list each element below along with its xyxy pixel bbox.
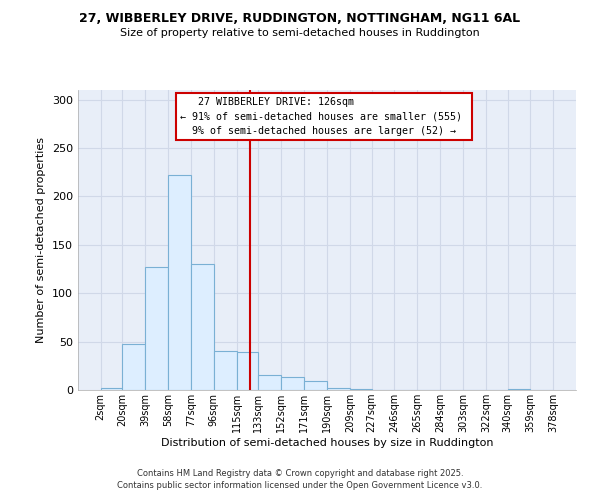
Bar (281, 378, 304, 390)
Text: Contains HM Land Registry data © Crown copyright and database right 2025.: Contains HM Land Registry data © Crown c… (137, 468, 463, 477)
Bar (304, 382, 327, 390)
Bar (122, 344, 145, 390)
Bar (508, 389, 530, 390)
Bar (168, 175, 191, 390)
Bar (191, 264, 214, 390)
Bar (101, 388, 122, 390)
Text: Contains public sector information licensed under the Open Government Licence v3: Contains public sector information licen… (118, 481, 482, 490)
Bar (327, 388, 350, 390)
Bar (350, 389, 371, 390)
Text: 27 WIBBERLEY DRIVE: 126sqm   
← 91% of semi-detached houses are smaller (555)
  : 27 WIBBERLEY DRIVE: 126sqm ← 91% of semi… (180, 97, 468, 136)
Bar (214, 352, 236, 390)
Bar (145, 267, 168, 390)
X-axis label: Distribution of semi-detached houses by size in Ruddington: Distribution of semi-detached houses by … (161, 438, 493, 448)
Bar (236, 352, 259, 390)
Y-axis label: Number of semi-detached properties: Number of semi-detached properties (37, 137, 46, 343)
Text: 27, WIBBERLEY DRIVE, RUDDINGTON, NOTTINGHAM, NG11 6AL: 27, WIBBERLEY DRIVE, RUDDINGTON, NOTTING… (79, 12, 521, 26)
Text: Size of property relative to semi-detached houses in Ruddington: Size of property relative to semi-detach… (120, 28, 480, 38)
Bar (259, 376, 281, 390)
